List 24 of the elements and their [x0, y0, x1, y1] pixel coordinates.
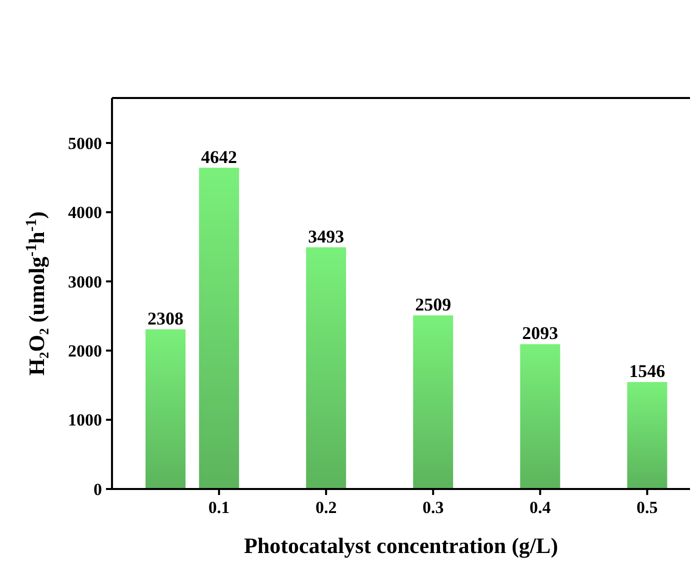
x-tick-label: 0.4 — [530, 498, 552, 517]
x-tick-label: 0.1 — [208, 498, 230, 517]
y-tick-label: 3000 — [68, 272, 102, 292]
data-label: 2509 — [415, 294, 452, 314]
bar — [199, 168, 240, 489]
bar — [146, 329, 186, 489]
y-tick-label: 0 — [94, 480, 102, 499]
y-tick-label: 5000 — [68, 134, 102, 153]
data-label: 2308 — [148, 308, 184, 328]
bar — [306, 247, 346, 489]
data-label: 3493 — [308, 226, 344, 246]
x-tick-label: 0.5 — [636, 498, 658, 517]
bar — [627, 382, 668, 489]
x-tick-label: 0.3 — [422, 498, 444, 517]
y-tick-label: 1000 — [68, 410, 102, 430]
x-axis-title: Photocatalyst concentration (g/L) — [244, 533, 558, 558]
data-label: 4642 — [201, 146, 238, 167]
data-label: 1546 — [629, 361, 666, 382]
y-tick-label: 2000 — [68, 342, 102, 361]
y-tick-label: 4000 — [68, 203, 102, 222]
data-label: 2093 — [522, 323, 558, 344]
x-tick-label: 0.2 — [315, 498, 337, 517]
bar — [413, 315, 454, 489]
bar — [520, 344, 560, 489]
